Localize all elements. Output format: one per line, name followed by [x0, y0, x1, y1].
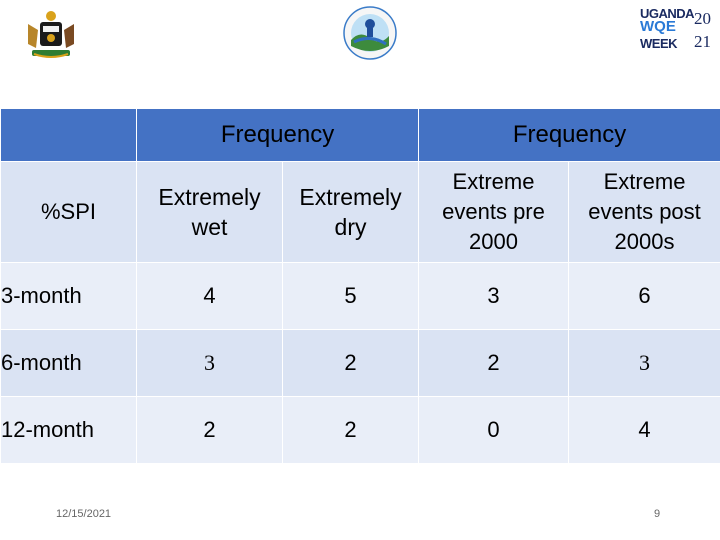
subheader-extremely-dry: Extremely dry	[281, 161, 420, 263]
spi-frequency-table: Frequency Frequency %SPI Extremely wet E…	[0, 108, 720, 464]
slide-date: 12/15/2021	[56, 508, 112, 520]
table-header-row-2: %SPI Extremely wet Extremely dry Extreme…	[0, 161, 720, 263]
table-header-row-1: Frequency Frequency	[0, 108, 720, 162]
cell-value: 2	[281, 329, 420, 397]
badge-wqe-text: WQE	[640, 18, 676, 35]
cell-value: 2	[281, 396, 420, 464]
subheader-extremely-wet: Extremely wet	[136, 161, 283, 263]
header-blank-cell	[0, 108, 137, 162]
cell-value: 4	[136, 262, 283, 330]
slide-page-number: 9	[654, 508, 661, 520]
cell-value: 4	[568, 396, 720, 464]
cell-value: 0	[418, 396, 570, 464]
table-row: 12-month 2 2 0 4	[0, 396, 720, 464]
badge-year-top: 20	[694, 9, 711, 28]
cell-value: 5	[281, 262, 420, 330]
table-row: 6-month 3 2 2 3	[0, 329, 720, 397]
row-label: 6-month	[0, 329, 137, 397]
cell-value: 2	[136, 396, 283, 464]
badge-uganda-text: UGANDA	[640, 6, 695, 21]
frequency-header-2: Frequency	[418, 108, 720, 162]
cell-value: 3	[136, 329, 283, 397]
coat-of-arms-logo	[28, 11, 74, 58]
spi-header: %SPI	[0, 161, 137, 263]
cell-value: 3	[568, 329, 720, 397]
cell-value: 2	[418, 329, 570, 397]
water-environment-week-badge: UGANDA WQE WEEK 20 21	[638, 6, 716, 52]
row-label: 3-month	[0, 262, 137, 330]
cell-value: 6	[568, 262, 720, 330]
badge-week-text: WEEK	[640, 36, 678, 51]
frequency-header-1: Frequency	[135, 108, 420, 162]
table-row: 3-month 4 5 3 6	[0, 262, 720, 330]
row-label: 12-month	[0, 396, 137, 464]
cell-value: 3	[418, 262, 570, 330]
badge-year-bottom: 21	[694, 32, 711, 51]
subheader-events-post-2000s: Extreme events post 2000s	[568, 161, 720, 263]
subheader-events-pre-2000: Extreme events pre 2000	[418, 161, 570, 263]
ministry-seal-logo	[343, 6, 397, 60]
